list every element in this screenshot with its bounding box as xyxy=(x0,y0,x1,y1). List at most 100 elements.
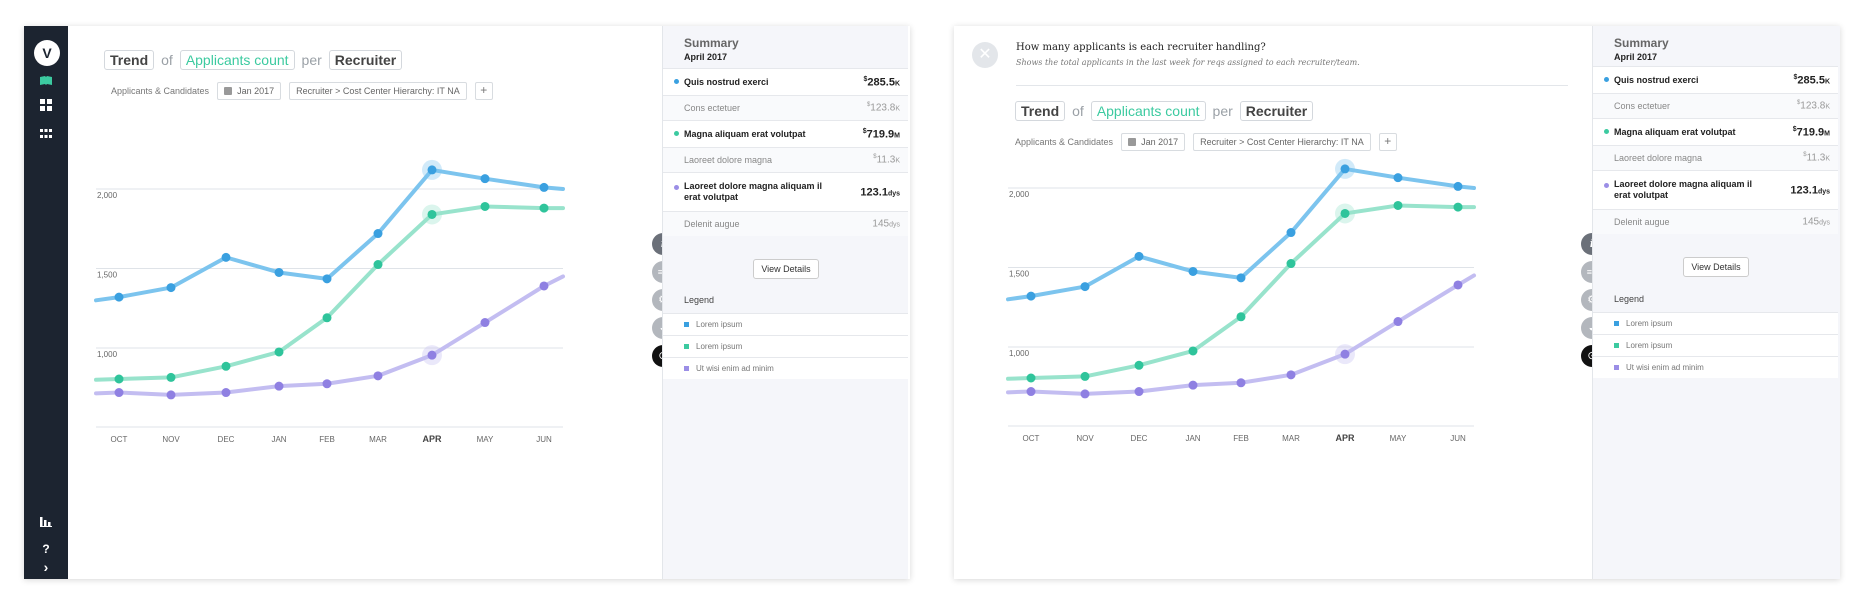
data-point[interactable] xyxy=(373,260,383,270)
summary-item[interactable]: Laoreet dolore magna aliquam il erat vol… xyxy=(663,172,908,211)
summary-subitem-label: Laoreet dolore magna xyxy=(684,155,773,165)
x-tick-label: MAR xyxy=(1282,434,1300,443)
legend-item[interactable]: Lorem ipsum xyxy=(663,335,908,357)
data-point[interactable] xyxy=(1236,312,1246,322)
add-filter-button[interactable]: + xyxy=(1378,133,1397,151)
data-point[interactable] xyxy=(1080,389,1090,399)
data-point[interactable] xyxy=(166,390,176,400)
x-tick-label: JUN xyxy=(536,435,552,444)
legend-item[interactable]: Ut wisi enim ad minim xyxy=(1593,356,1838,378)
data-point[interactable] xyxy=(1286,259,1296,269)
x-tick-label: NOV xyxy=(162,435,180,444)
divider xyxy=(1016,85,1568,86)
data-point[interactable] xyxy=(1080,282,1090,292)
expand-sidebar-button[interactable]: › xyxy=(43,559,49,575)
data-point[interactable] xyxy=(1453,280,1463,290)
summary-subitem: Laoreet dolore magna $11.3K xyxy=(663,147,908,172)
data-point[interactable] xyxy=(1188,346,1198,356)
logo[interactable]: V xyxy=(34,40,60,66)
data-point[interactable] xyxy=(1340,164,1350,174)
data-point[interactable] xyxy=(166,283,176,293)
data-point[interactable] xyxy=(221,252,231,262)
data-point[interactable] xyxy=(1188,380,1198,390)
data-point[interactable] xyxy=(1393,200,1403,210)
data-point[interactable] xyxy=(1236,273,1246,283)
data-point[interactable] xyxy=(1340,208,1350,218)
add-filter-button[interactable]: + xyxy=(474,82,493,100)
series-dot xyxy=(1604,129,1609,134)
summary-item[interactable]: Quis nostrud exerci $285.5K xyxy=(663,68,908,95)
dimension-selector[interactable]: Recruiter xyxy=(328,50,403,70)
data-point[interactable] xyxy=(1393,173,1403,183)
data-point[interactable] xyxy=(1026,291,1036,301)
data-point[interactable] xyxy=(114,388,124,398)
data-point[interactable] xyxy=(1134,387,1144,397)
data-point[interactable] xyxy=(221,361,231,371)
data-point[interactable] xyxy=(114,292,124,302)
data-point[interactable] xyxy=(427,165,437,175)
legend-item[interactable]: Lorem ipsum xyxy=(1593,312,1838,334)
data-point[interactable] xyxy=(1453,202,1463,212)
data-point[interactable] xyxy=(539,281,549,291)
data-point[interactable] xyxy=(1134,360,1144,370)
summary-item[interactable]: Magna aliquam erat volutpat $719.9M xyxy=(1593,118,1838,145)
data-point[interactable] xyxy=(1340,349,1350,359)
data-point[interactable] xyxy=(539,203,549,213)
data-point[interactable] xyxy=(1286,228,1296,238)
data-point[interactable] xyxy=(427,209,437,219)
legend-item[interactable]: Lorem ipsum xyxy=(663,313,908,335)
data-point[interactable] xyxy=(322,379,332,389)
help-button[interactable]: ? xyxy=(42,542,50,556)
data-point[interactable] xyxy=(1236,378,1246,388)
data-point[interactable] xyxy=(221,388,231,398)
data-point[interactable] xyxy=(427,350,437,360)
data-point[interactable] xyxy=(274,267,284,277)
data-point[interactable] xyxy=(373,229,383,239)
data-point[interactable] xyxy=(322,274,332,284)
apps-grid-icon[interactable] xyxy=(39,127,53,141)
data-point[interactable] xyxy=(1134,251,1144,261)
chart-area: Trend of Applicants count per Recruiter … xyxy=(68,26,685,579)
data-point[interactable] xyxy=(539,182,549,192)
close-icon[interactable]: ✕ xyxy=(972,42,998,68)
summary-subitem-value: 145dys xyxy=(872,218,900,230)
bar-chart-icon[interactable] xyxy=(39,514,53,528)
data-point[interactable] xyxy=(1026,373,1036,383)
dimension-selector[interactable]: Recruiter xyxy=(1239,101,1314,121)
data-point[interactable] xyxy=(1026,387,1036,397)
metric-selector[interactable]: Applicants count xyxy=(1090,101,1206,121)
x-tick-label: FEB xyxy=(319,435,335,444)
data-point[interactable] xyxy=(1393,317,1403,327)
data-point[interactable] xyxy=(274,381,284,391)
data-point[interactable] xyxy=(114,374,124,384)
data-point[interactable] xyxy=(1286,370,1296,380)
view-details-button[interactable]: View Details xyxy=(1683,257,1749,277)
summary-item[interactable]: Quis nostrud exerci $285.5K xyxy=(1593,66,1838,93)
legend-item[interactable]: Lorem ipsum xyxy=(1593,334,1838,356)
book-icon[interactable] xyxy=(39,74,53,88)
data-point[interactable] xyxy=(480,318,490,328)
metric-selector[interactable]: Applicants count xyxy=(179,50,295,70)
data-point[interactable] xyxy=(166,372,176,382)
hierarchy-filter[interactable]: Recruiter > Cost Center Hierarchy: IT NA xyxy=(1193,133,1371,151)
legend-label: Lorem ipsum xyxy=(1626,319,1673,328)
data-point[interactable] xyxy=(1188,266,1198,276)
trend-selector[interactable]: Trend xyxy=(104,50,155,70)
data-point[interactable] xyxy=(322,313,332,323)
of-label: of xyxy=(161,52,173,68)
hierarchy-filter[interactable]: Recruiter > Cost Center Hierarchy: IT NA xyxy=(289,82,467,100)
data-point[interactable] xyxy=(1080,371,1090,381)
data-point[interactable] xyxy=(274,347,284,357)
dashboard-icon[interactable] xyxy=(39,98,53,112)
date-filter[interactable]: Jan 2017 xyxy=(1121,133,1186,151)
data-point[interactable] xyxy=(1453,181,1463,191)
date-filter[interactable]: Jan 2017 xyxy=(217,82,282,100)
summary-item[interactable]: Laoreet dolore magna aliquam il erat vol… xyxy=(1593,170,1838,209)
summary-item[interactable]: Magna aliquam erat volutpat $719.9M xyxy=(663,120,908,147)
data-point[interactable] xyxy=(480,201,490,211)
data-point[interactable] xyxy=(373,371,383,381)
trend-selector[interactable]: Trend xyxy=(1015,101,1066,121)
legend-item[interactable]: Ut wisi enim ad minim xyxy=(663,357,908,379)
view-details-button[interactable]: View Details xyxy=(753,259,819,279)
data-point[interactable] xyxy=(480,174,490,184)
